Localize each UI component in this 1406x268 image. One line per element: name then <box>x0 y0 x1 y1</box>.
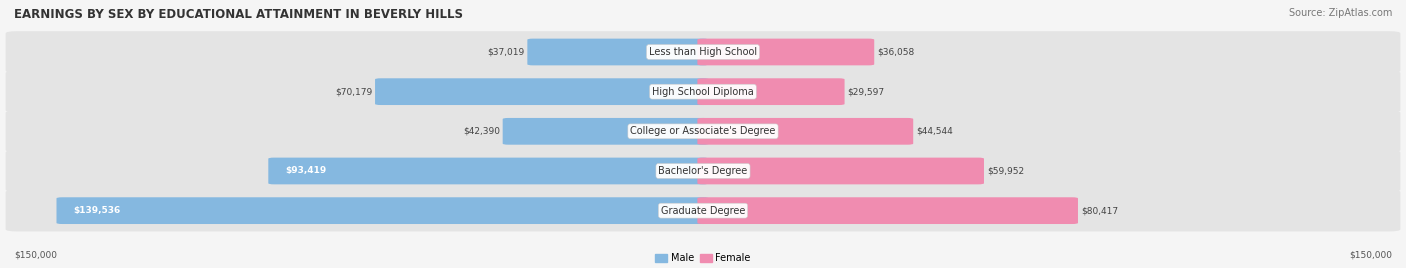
FancyBboxPatch shape <box>6 190 1400 232</box>
FancyBboxPatch shape <box>527 39 709 65</box>
Text: High School Diploma: High School Diploma <box>652 87 754 97</box>
FancyBboxPatch shape <box>6 31 1400 73</box>
FancyBboxPatch shape <box>697 118 914 145</box>
Text: $150,000: $150,000 <box>14 251 58 260</box>
Text: $36,058: $36,058 <box>877 47 914 57</box>
Text: $80,417: $80,417 <box>1081 206 1118 215</box>
Text: $29,597: $29,597 <box>848 87 884 96</box>
FancyBboxPatch shape <box>503 118 709 145</box>
Legend: Male, Female: Male, Female <box>655 253 751 263</box>
FancyBboxPatch shape <box>697 158 984 184</box>
Text: Graduate Degree: Graduate Degree <box>661 206 745 216</box>
FancyBboxPatch shape <box>375 78 709 105</box>
Text: $139,536: $139,536 <box>73 206 121 215</box>
Text: $70,179: $70,179 <box>335 87 373 96</box>
FancyBboxPatch shape <box>697 197 1078 224</box>
Text: College or Associate's Degree: College or Associate's Degree <box>630 126 776 136</box>
Text: EARNINGS BY SEX BY EDUCATIONAL ATTAINMENT IN BEVERLY HILLS: EARNINGS BY SEX BY EDUCATIONAL ATTAINMEN… <box>14 8 463 21</box>
FancyBboxPatch shape <box>697 39 875 65</box>
Text: Less than High School: Less than High School <box>650 47 756 57</box>
Text: $150,000: $150,000 <box>1348 251 1392 260</box>
FancyBboxPatch shape <box>6 110 1400 152</box>
FancyBboxPatch shape <box>697 78 845 105</box>
Text: $59,952: $59,952 <box>987 166 1024 176</box>
Text: $42,390: $42,390 <box>463 127 501 136</box>
FancyBboxPatch shape <box>6 71 1400 113</box>
FancyBboxPatch shape <box>6 150 1400 192</box>
Text: Bachelor's Degree: Bachelor's Degree <box>658 166 748 176</box>
Text: $44,544: $44,544 <box>917 127 953 136</box>
FancyBboxPatch shape <box>56 197 709 224</box>
Text: Source: ZipAtlas.com: Source: ZipAtlas.com <box>1288 8 1392 18</box>
FancyBboxPatch shape <box>269 158 709 184</box>
Text: $37,019: $37,019 <box>488 47 524 57</box>
Text: $93,419: $93,419 <box>285 166 326 176</box>
